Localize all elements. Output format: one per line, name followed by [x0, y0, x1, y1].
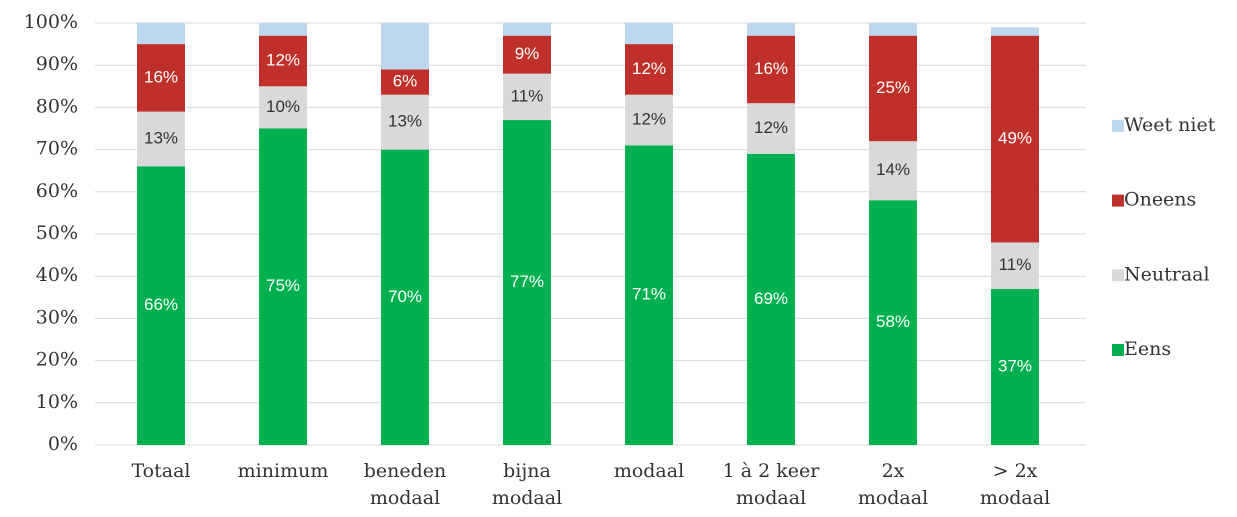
- data-label: 14%: [876, 160, 910, 179]
- bar-segment: [259, 35, 307, 87]
- bar-segment: [747, 103, 795, 154]
- data-label: 12%: [754, 118, 788, 137]
- bar-segment: [381, 23, 429, 70]
- data-label: 58%: [876, 312, 910, 331]
- bar-segment: [381, 94, 429, 150]
- data-label: 25%: [876, 78, 910, 97]
- data-label: 11%: [511, 86, 544, 105]
- data-label: 12%: [266, 50, 300, 69]
- legend-label: Oneens: [1124, 189, 1196, 211]
- bar-segment: [137, 44, 185, 112]
- bar-segment: [137, 166, 185, 446]
- x-tick-label: minimum: [237, 460, 329, 482]
- bar-segment: [381, 69, 429, 95]
- bar-segment: [503, 73, 551, 121]
- bar-segment: [747, 23, 795, 36]
- bar-segment: [869, 200, 917, 445]
- y-tick-label: 70%: [36, 138, 78, 160]
- data-label: 16%: [144, 67, 178, 86]
- data-label: 6%: [393, 72, 418, 91]
- bar-segment: [259, 128, 307, 445]
- bar-segment: [869, 35, 917, 142]
- y-tick-label: 100%: [24, 11, 78, 33]
- data-label: 11%: [999, 255, 1032, 274]
- bar-segment: [625, 145, 673, 445]
- bar-segment: [991, 27, 1039, 36]
- bar-segment: [747, 35, 795, 104]
- x-tick-label: 1 à 2 keer modaal: [722, 460, 820, 509]
- bar-segment: [991, 242, 1039, 289]
- legend-label: Neutraal: [1124, 263, 1210, 285]
- y-tick-label: 40%: [36, 264, 78, 286]
- data-label: 12%: [632, 59, 666, 78]
- bar-segment: [625, 23, 673, 45]
- bar-segment: [503, 23, 551, 36]
- data-label: 16%: [754, 59, 788, 78]
- data-label: 10%: [266, 97, 300, 116]
- bar-segment: [747, 153, 795, 445]
- y-tick-label: 80%: [36, 95, 78, 117]
- y-tick-label: 30%: [36, 306, 78, 328]
- bar-segment: [625, 44, 673, 95]
- y-tick-label: 60%: [36, 180, 78, 202]
- data-label: 13%: [144, 129, 178, 148]
- bar-segment: [137, 111, 185, 167]
- bar-segment: [503, 35, 551, 74]
- legend-label: Weet niet: [1124, 114, 1216, 136]
- bar-segment: [503, 120, 551, 445]
- bar-segment: [869, 141, 917, 201]
- bar-segment: [991, 35, 1039, 243]
- data-label: 13%: [388, 112, 422, 131]
- bar-segment: [991, 288, 1039, 445]
- x-tick-label: modaal: [613, 460, 685, 482]
- bar-segment: [137, 23, 185, 45]
- y-tick-label: 90%: [36, 53, 78, 75]
- data-label: 70%: [388, 287, 422, 306]
- x-tick-label: bijna modaal: [491, 460, 563, 509]
- data-label: 12%: [632, 110, 666, 129]
- x-tick-label: Totaal: [131, 460, 191, 482]
- data-label: 69%: [754, 289, 788, 308]
- x-tick-label: > 2x modaal: [979, 460, 1051, 509]
- data-label: 37%: [998, 356, 1032, 375]
- legend-swatch: [1112, 344, 1124, 356]
- data-label: 77%: [510, 272, 544, 291]
- bar-segment: [259, 86, 307, 129]
- y-tick-label: 0%: [48, 433, 78, 455]
- bar-segment: [259, 23, 307, 36]
- legend-swatch: [1112, 119, 1124, 132]
- legend-label: Eens: [1124, 338, 1171, 360]
- legend-swatch: [1112, 269, 1124, 282]
- data-label: 66%: [144, 295, 178, 314]
- bar-segment: [625, 94, 673, 146]
- x-tick-label: 2x modaal: [857, 460, 929, 509]
- data-label: 71%: [632, 285, 666, 304]
- bar-segment: [869, 23, 917, 36]
- x-tick-label: beneden modaal: [363, 460, 447, 509]
- data-label: 75%: [266, 276, 300, 295]
- y-tick-label: 50%: [36, 222, 78, 244]
- y-tick-label: 20%: [36, 349, 78, 371]
- legend-swatch: [1112, 194, 1124, 207]
- data-label: 49%: [998, 129, 1032, 148]
- bar-segment: [381, 149, 429, 445]
- y-tick-label: 10%: [36, 391, 78, 413]
- data-label: 9%: [515, 44, 540, 63]
